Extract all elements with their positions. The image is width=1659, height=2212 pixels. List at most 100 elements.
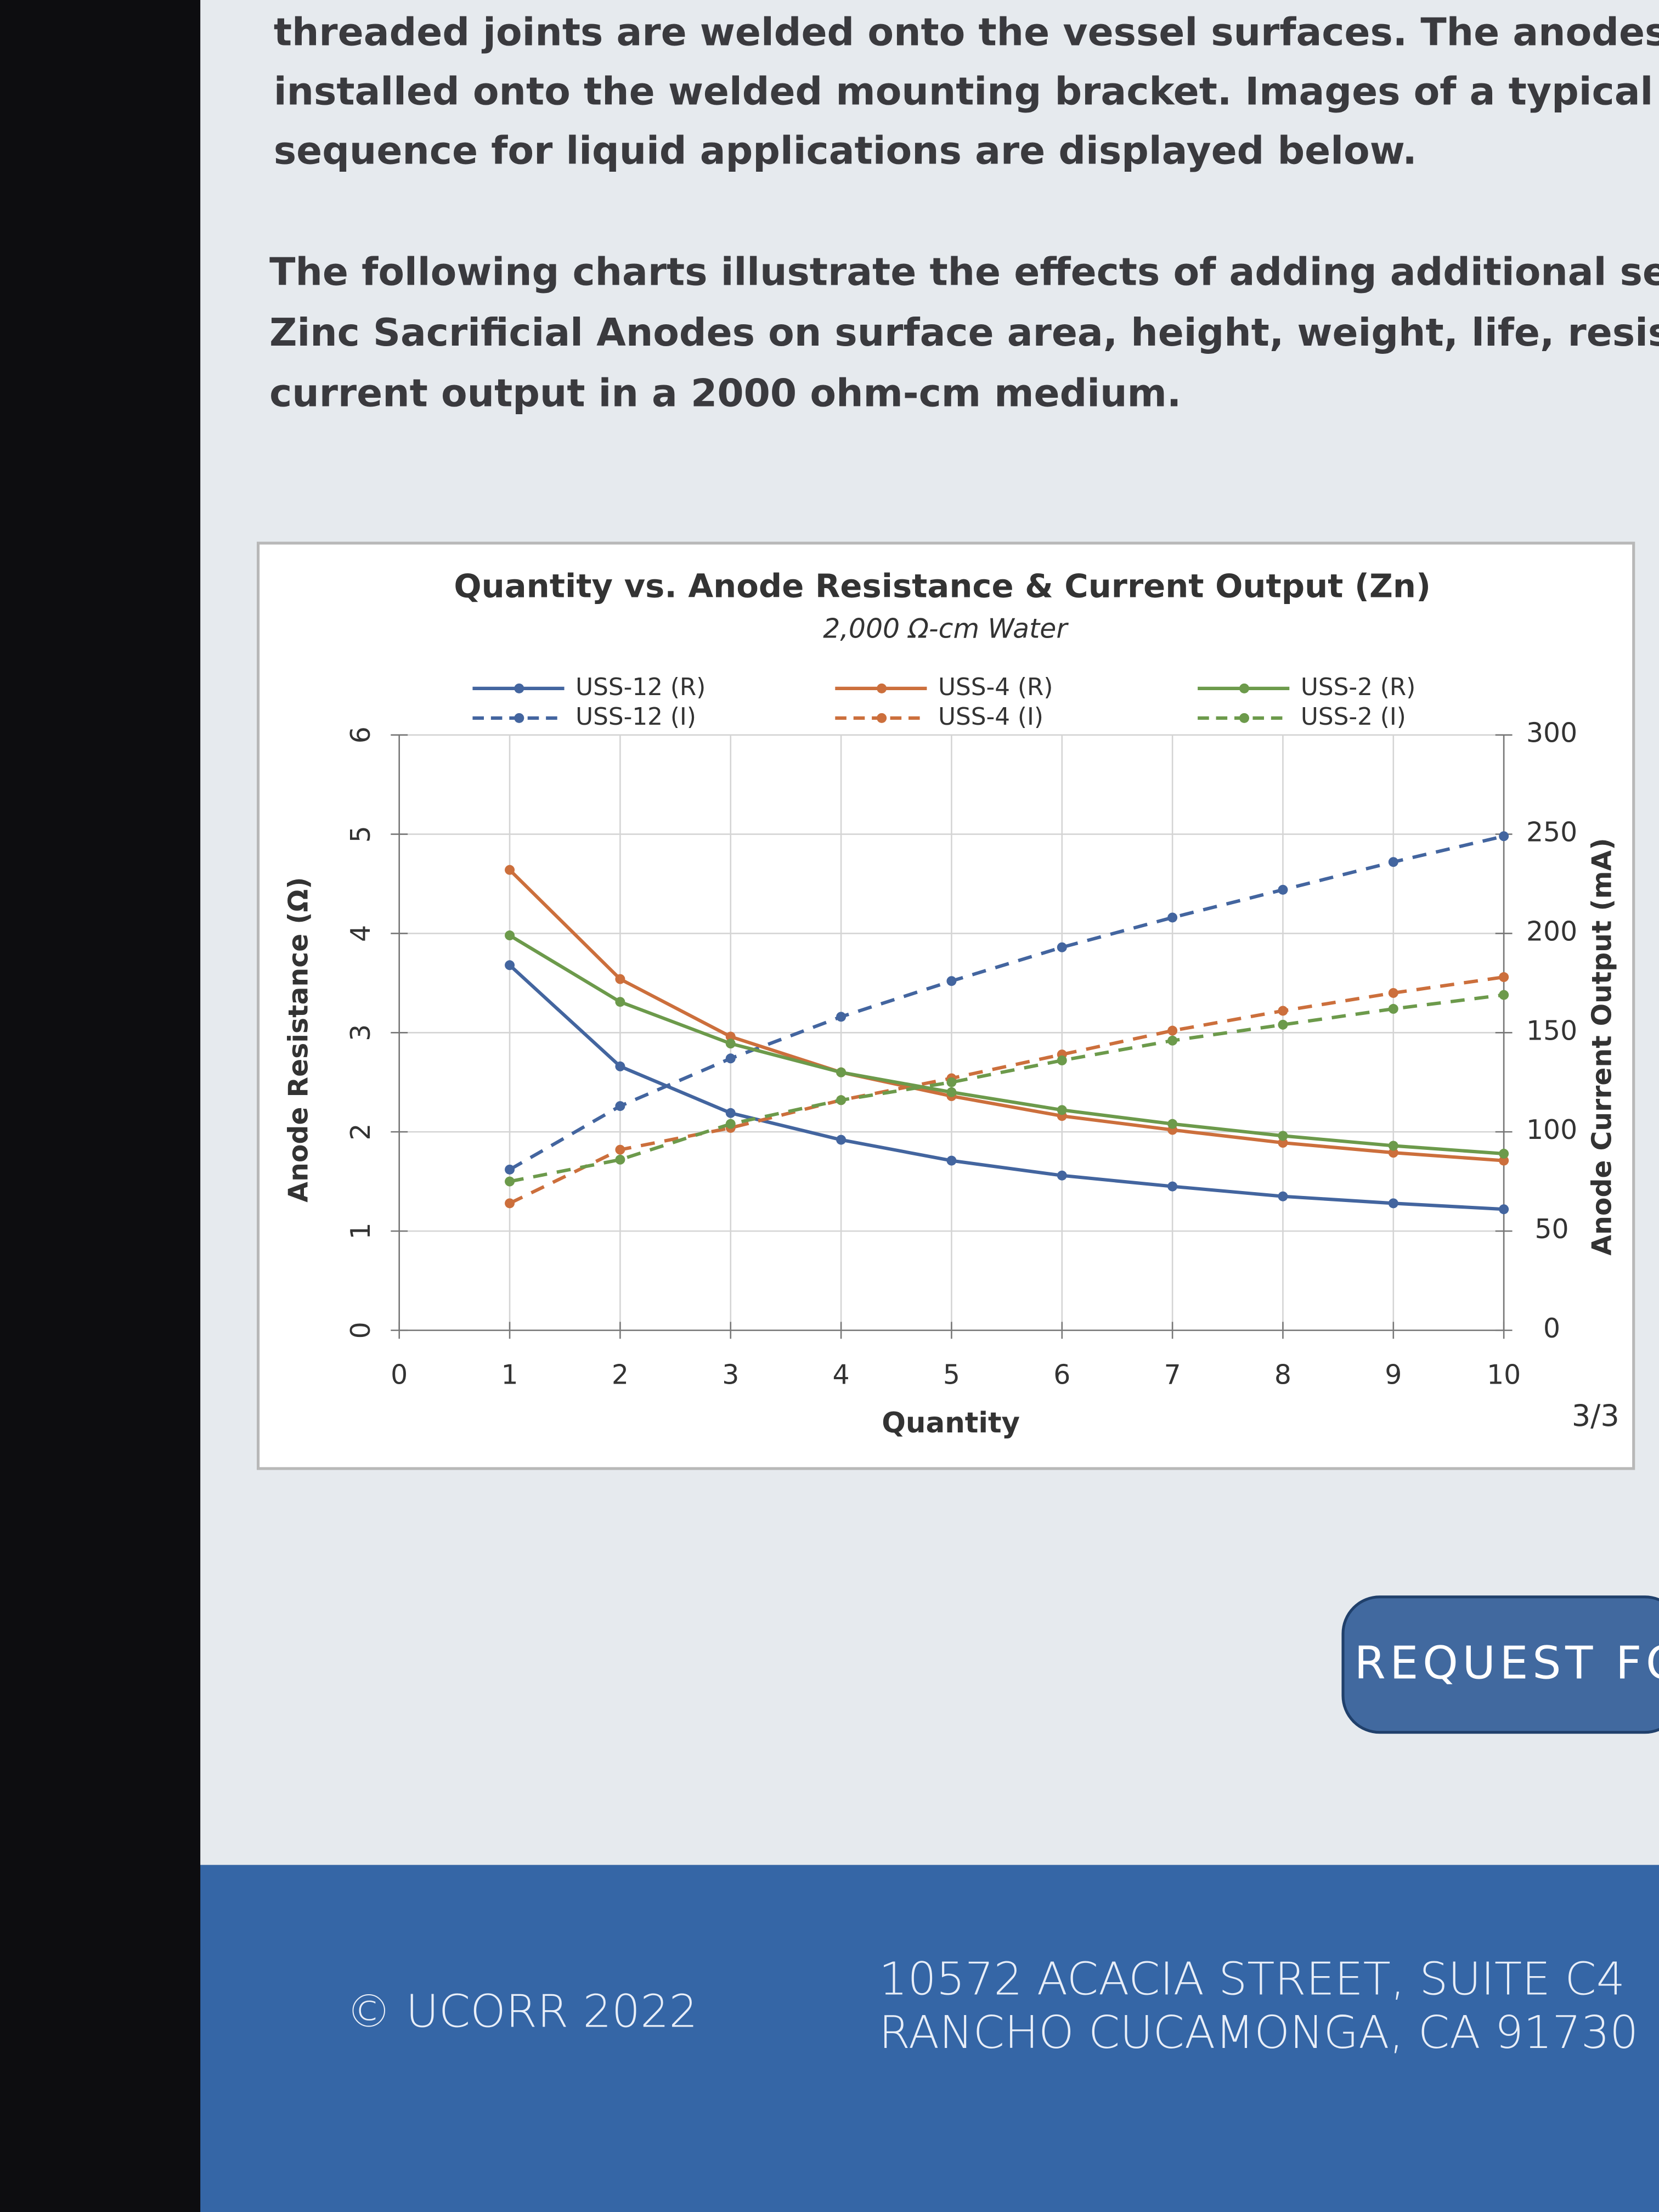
- point: [1388, 988, 1398, 998]
- point: [505, 1164, 515, 1175]
- point: [1499, 1155, 1509, 1166]
- series-line: [509, 993, 1504, 1183]
- legend-marker: [877, 713, 887, 723]
- point: [946, 976, 957, 986]
- x-tick-label: 9: [1385, 1359, 1402, 1391]
- y2-tick-label: 250: [1526, 817, 1577, 848]
- paragraph-line: installed onto the welded mounting brack…: [274, 70, 1659, 114]
- paragraph-line: The following charts illustrate the effe…: [269, 250, 1659, 294]
- legend-marker: [514, 683, 524, 693]
- point: [836, 1095, 847, 1105]
- point: [615, 1144, 625, 1155]
- page-indicator: 3/3: [1572, 1398, 1620, 1433]
- point: [1388, 857, 1398, 867]
- legend-marker: [877, 683, 887, 693]
- y2-tick-label: 0: [1543, 1313, 1560, 1344]
- point: [725, 1053, 736, 1064]
- point: [1167, 1119, 1178, 1129]
- legend-label: USS-12 (I): [575, 703, 696, 731]
- point: [946, 1155, 957, 1166]
- series-line: [509, 934, 1504, 1156]
- x-tick-label: 4: [833, 1359, 850, 1391]
- address-line: 10572 ACACIA STREET, SUITE C4: [879, 1953, 1625, 2005]
- legend-label: USS-12 (R): [575, 673, 706, 701]
- request-button[interactable]: [1341, 1595, 1659, 1734]
- point: [836, 1135, 847, 1145]
- y2-tick-label: 150: [1526, 1015, 1577, 1046]
- paragraph-line: threaded joints are welded onto the vess…: [274, 10, 1659, 54]
- point: [1167, 1181, 1178, 1192]
- point: [615, 1101, 625, 1111]
- x-tick-label: 5: [943, 1359, 960, 1391]
- x-tick-label: 6: [1053, 1359, 1070, 1391]
- x-tick-label: 7: [1164, 1359, 1181, 1391]
- y2-tick-label: 100: [1526, 1114, 1577, 1146]
- point: [725, 1039, 736, 1049]
- point: [505, 865, 515, 875]
- x-tick-label: 3: [722, 1359, 739, 1391]
- point: [1388, 1003, 1398, 1014]
- point: [1278, 1131, 1288, 1141]
- paragraph-line: sequence for liquid applications are dis…: [274, 129, 1417, 173]
- point: [1278, 1138, 1288, 1148]
- legend-marker: [1239, 713, 1249, 723]
- point: [505, 1198, 515, 1209]
- point: [1167, 1035, 1178, 1046]
- point: [1278, 1019, 1288, 1030]
- x-tick-label: 8: [1274, 1359, 1291, 1391]
- y-tick-label: 0: [345, 1322, 376, 1339]
- point: [1388, 1141, 1398, 1151]
- point: [1167, 912, 1178, 923]
- y2-tick-label: 200: [1526, 916, 1577, 947]
- series-line: [508, 964, 1504, 1211]
- y-tick-label: 3: [345, 1024, 376, 1041]
- x-tick-label: 1: [501, 1359, 518, 1391]
- point: [725, 1031, 736, 1042]
- y-tick-label: 4: [345, 925, 376, 942]
- point: [1057, 1105, 1067, 1115]
- point: [1057, 1055, 1067, 1065]
- footer: [200, 1865, 1659, 2212]
- button-label: REQUEST FO: [1355, 1637, 1659, 1689]
- point: [1499, 831, 1509, 842]
- point: [1278, 884, 1288, 895]
- point: [615, 1061, 625, 1071]
- point: [836, 1067, 847, 1077]
- series-line: [509, 834, 1504, 1171]
- point: [725, 1108, 736, 1118]
- copyright: © UCORR 2022: [346, 1986, 698, 2038]
- point: [1057, 942, 1067, 952]
- bezel: [0, 0, 201, 2212]
- chart-subtitle: 2,000 Ω-cm Water: [823, 613, 1069, 644]
- point: [505, 930, 515, 941]
- legend-label: USS-2 (I): [1301, 703, 1406, 731]
- point: [1278, 1006, 1288, 1016]
- point: [505, 1176, 515, 1187]
- paragraph-line: current output in a 2000 ohm-cm medium.: [269, 372, 1181, 416]
- y2-tick-label: 300: [1526, 718, 1577, 749]
- x-tick-label: 10: [1487, 1359, 1521, 1391]
- point: [1167, 1025, 1178, 1036]
- legend-label: USS-4 (I): [938, 703, 1043, 731]
- y2-tick-label: 50: [1534, 1214, 1568, 1245]
- legend-marker: [514, 713, 524, 723]
- address-line: RANCHO CUCAMONGA, CA 91730: [879, 2007, 1638, 2059]
- y-axis-label: Anode Resistance (Ω): [283, 877, 314, 1203]
- y-tick-label: 6: [345, 726, 376, 743]
- x-tick-label: 2: [612, 1359, 629, 1391]
- point: [615, 1154, 625, 1165]
- chart-title: Quantity vs. Anode Resistance & Current …: [454, 567, 1431, 605]
- point: [946, 1077, 957, 1087]
- series-line: [509, 975, 1504, 1205]
- point: [505, 960, 515, 970]
- legend-label: USS-2 (R): [1301, 673, 1415, 701]
- content: threaded joints are welded onto the vess…: [269, 10, 1659, 2059]
- y-tick-label: 1: [345, 1222, 376, 1239]
- y-tick-label: 2: [345, 1124, 376, 1141]
- legend-marker: [1239, 683, 1249, 693]
- point: [836, 1012, 847, 1022]
- point: [615, 997, 625, 1007]
- point: [946, 1087, 957, 1097]
- point: [1499, 972, 1509, 983]
